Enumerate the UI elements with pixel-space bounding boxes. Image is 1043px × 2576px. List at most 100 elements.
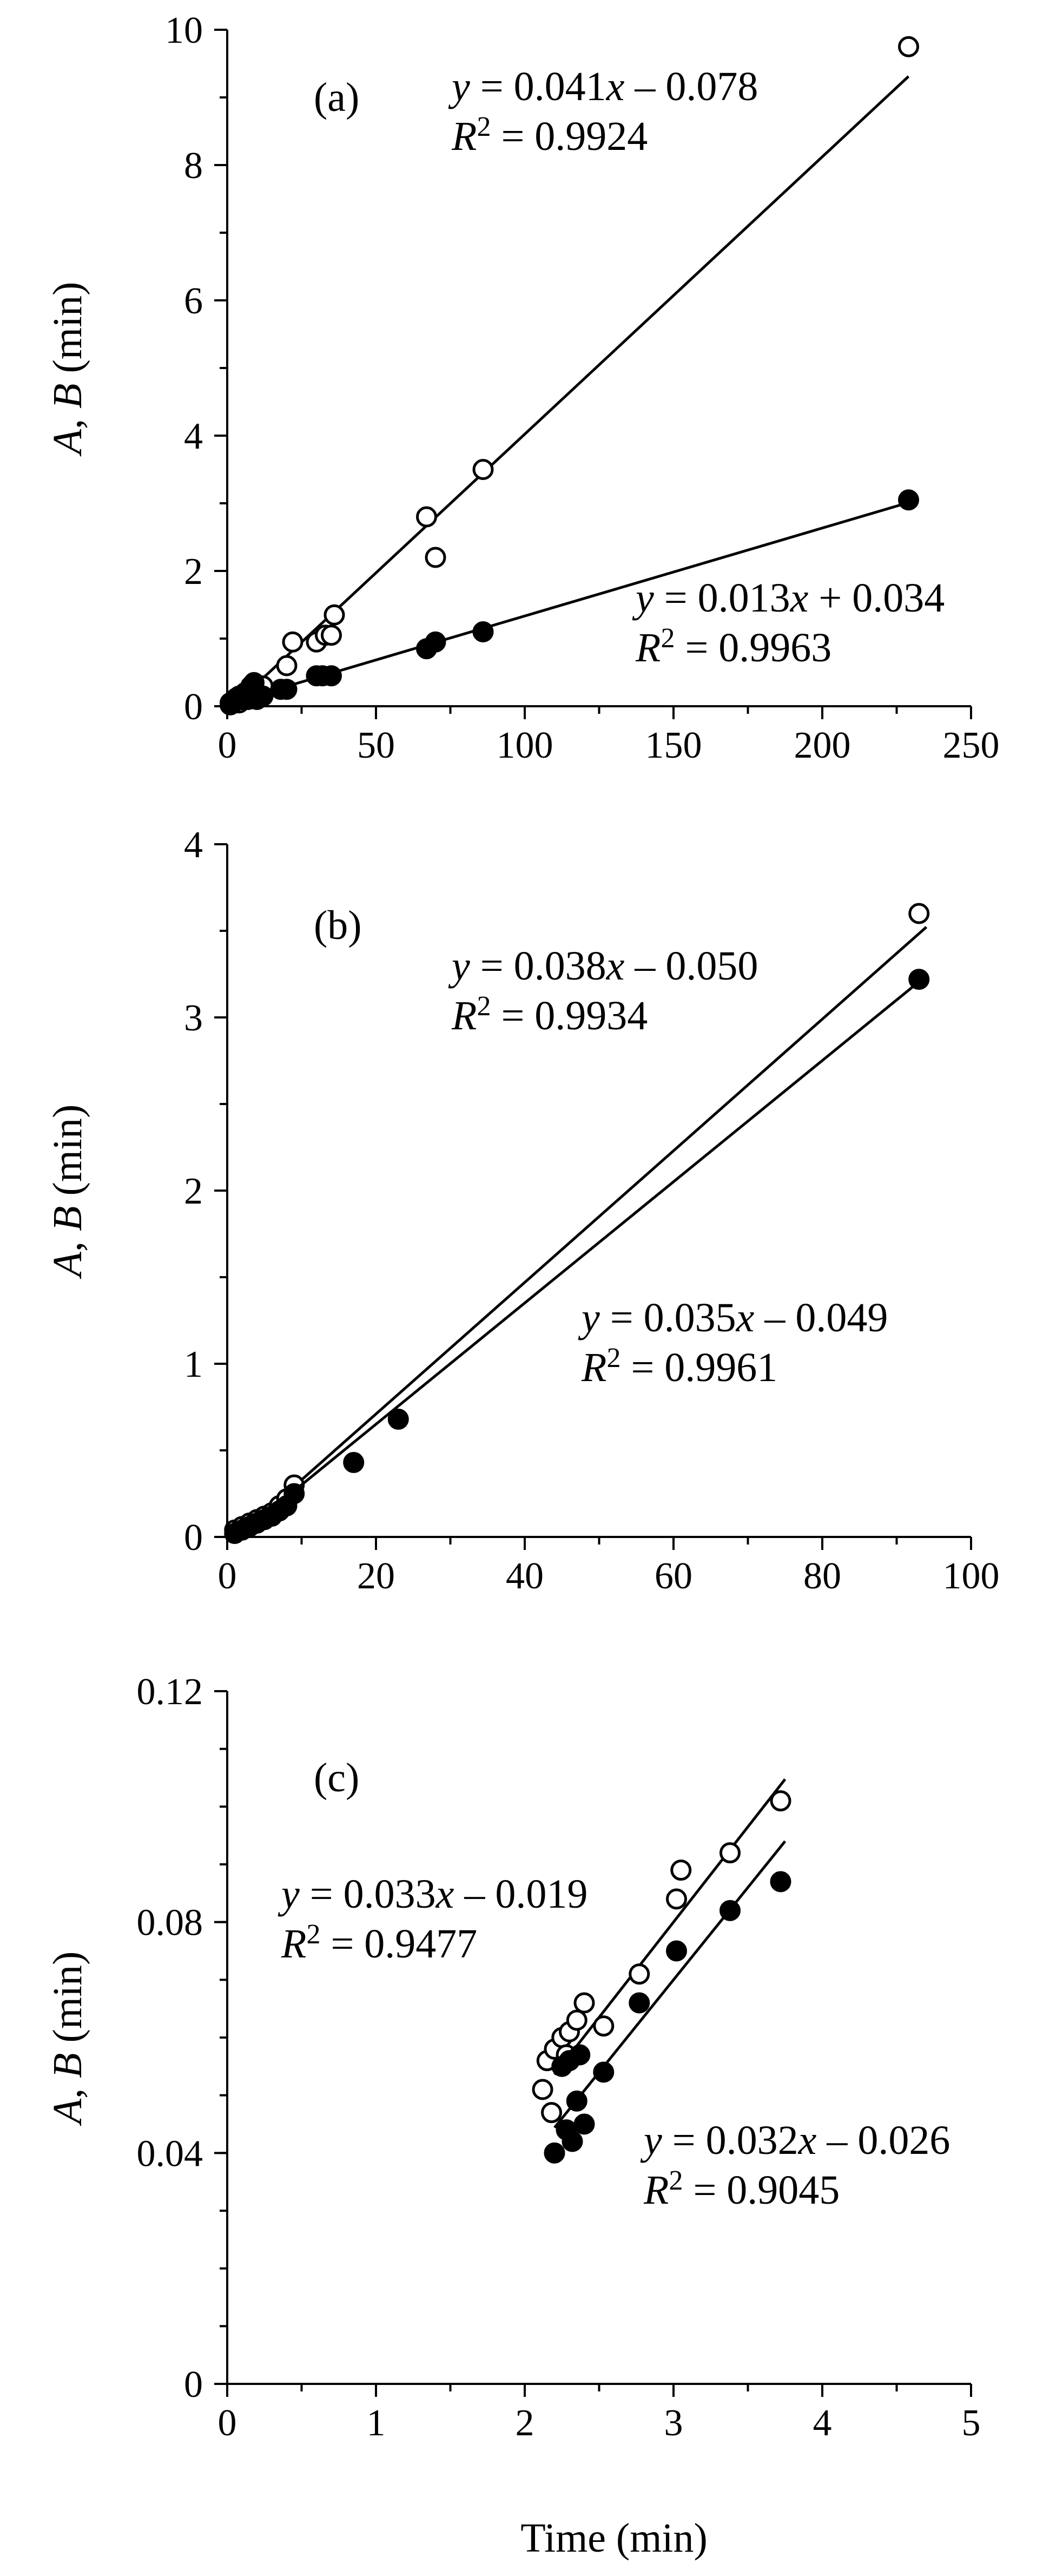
y-tick-label: 0	[184, 2364, 203, 2406]
filled-data-point	[472, 621, 494, 642]
x-tick-label: 100	[943, 1555, 1000, 1597]
y-tick-label: 4	[184, 416, 203, 457]
filled-data-point	[898, 489, 919, 511]
x-tick-label: 2	[516, 2402, 534, 2444]
filled-data-point	[573, 2113, 595, 2135]
equation-label: y = 0.038x – 0.050	[448, 943, 758, 989]
open-series-fit-line	[237, 926, 928, 1537]
y-tick-label: 4	[184, 824, 203, 866]
open-series-fit-line	[553, 1778, 787, 2075]
r-squared-label: R2 = 0.9961	[581, 1343, 777, 1390]
filled-series-fit-line	[237, 974, 928, 1537]
y-axis-label: A, B (min)	[45, 282, 90, 457]
filled-data-point	[666, 1940, 687, 1962]
y-axis-label: A, B (min)	[45, 1951, 90, 2127]
r-squared-label: R2 = 0.9963	[635, 623, 831, 671]
equation-label: y = 0.041x – 0.078	[448, 64, 758, 109]
equation-label: y = 0.013x + 0.034	[632, 575, 945, 621]
equation-label: y = 0.032x – 0.026	[640, 2118, 950, 2163]
filled-data-point	[719, 1900, 741, 1921]
open-data-point	[666, 1888, 687, 1910]
x-tick-label: 0	[218, 2402, 237, 2444]
x-tick-label: 80	[803, 1555, 841, 1597]
panel-c: 0 1 2 3 4 5 0 0.04 0.08 0.12 A, B (min) (c) y = 0.03…	[45, 1671, 981, 2444]
x-tick-label: 1	[367, 2402, 386, 2444]
r-squared-label: R2 = 0.9045	[643, 2165, 840, 2213]
open-data-point	[898, 36, 919, 57]
filled-data-point	[283, 1483, 305, 1504]
open-series-fit-line	[226, 75, 910, 713]
y-tick-label: 0.04	[137, 2133, 203, 2174]
filled-data-point	[566, 2090, 587, 2112]
open-data-point	[566, 2009, 587, 2031]
y-tick-label: 6	[184, 280, 203, 322]
filled-data-point	[562, 2131, 583, 2152]
filled-data-point	[425, 631, 446, 653]
x-tick-label: 0	[218, 725, 237, 766]
open-data-point	[321, 625, 342, 646]
y-tick-label: 0	[184, 686, 203, 728]
filled-series-fit-line	[553, 1840, 787, 2128]
open-data-point	[629, 1963, 650, 1985]
open-data-point	[276, 655, 298, 676]
filled-data-point	[593, 2061, 615, 2083]
filled-data-point	[908, 969, 930, 990]
open-data-point	[425, 547, 446, 568]
equation-label: y = 0.033x – 0.019	[278, 1871, 587, 1917]
x-tick-label: 150	[645, 725, 702, 766]
filled-data-point	[569, 2044, 591, 2066]
panel-label: (b)	[314, 903, 362, 948]
filled-data-point	[276, 679, 298, 700]
y-tick-label: 2	[184, 551, 203, 593]
filled-data-point	[321, 665, 342, 687]
x-tick-label: 250	[943, 725, 1000, 766]
panel-a: 0 50 100 150 200 250 0 2 4 6 8 10 A, B (min) (a) y = 0…	[45, 10, 1000, 766]
x-tick-label: 5	[962, 2402, 981, 2444]
y-tick-label: 10	[165, 10, 203, 51]
y-tick-label: 0	[184, 1517, 203, 1559]
open-data-point	[472, 459, 494, 480]
y-tick-label: 3	[184, 997, 203, 1039]
open-data-point	[670, 1859, 692, 1881]
r-squared-label: R2 = 0.9477	[281, 1919, 477, 1967]
filled-data-point	[387, 1408, 409, 1430]
equation-label: y = 0.035x – 0.049	[578, 1295, 888, 1340]
y-axis-label: A, B (min)	[45, 1105, 90, 1280]
open-data-point	[593, 2015, 615, 2037]
filled-data-point	[544, 2142, 565, 2164]
filled-data-point	[629, 1992, 650, 2014]
x-tick-label: 20	[357, 1555, 395, 1597]
open-data-point	[324, 604, 345, 626]
open-data-point	[416, 506, 437, 528]
x-tick-label: 100	[497, 725, 553, 766]
x-tick-label: 60	[655, 1555, 692, 1597]
x-tick-label: 200	[794, 725, 851, 766]
x-tick-label: 40	[506, 1555, 544, 1597]
y-tick-label: 8	[184, 145, 203, 187]
open-data-point	[770, 1790, 791, 1812]
open-data-point	[573, 1992, 595, 2014]
y-tick-label: 0.12	[137, 1671, 203, 1713]
filled-data-point	[343, 1451, 365, 1473]
panel-b: 0 20 40 60 80 100 0 1 2 3 4 A, B (min) (b) y = 0.038x…	[45, 824, 1000, 1597]
x-tick-label: 50	[357, 725, 395, 766]
open-data-point	[908, 903, 930, 924]
open-data-point	[532, 2079, 553, 2100]
open-data-point	[541, 2102, 562, 2124]
y-tick-label: 1	[184, 1344, 203, 1385]
y-tick-label: 0.08	[137, 1902, 203, 1944]
open-data-point	[282, 631, 303, 653]
x-tick-label: 0	[218, 1555, 237, 1597]
filled-data-point	[252, 685, 274, 707]
open-data-point	[719, 1842, 741, 1864]
panel-label: (a)	[314, 75, 359, 120]
filled-series-fit-line	[227, 501, 909, 706]
r-squared-label: R2 = 0.9924	[451, 111, 648, 159]
filled-data-point	[770, 1871, 791, 1892]
x-tick-label: 3	[664, 2402, 683, 2444]
panel-label: (c)	[314, 1755, 359, 1800]
x-axis-label: Time (min)	[520, 2515, 708, 2561]
r-squared-label: R2 = 0.9934	[451, 991, 648, 1039]
x-tick-label: 4	[813, 2402, 832, 2444]
